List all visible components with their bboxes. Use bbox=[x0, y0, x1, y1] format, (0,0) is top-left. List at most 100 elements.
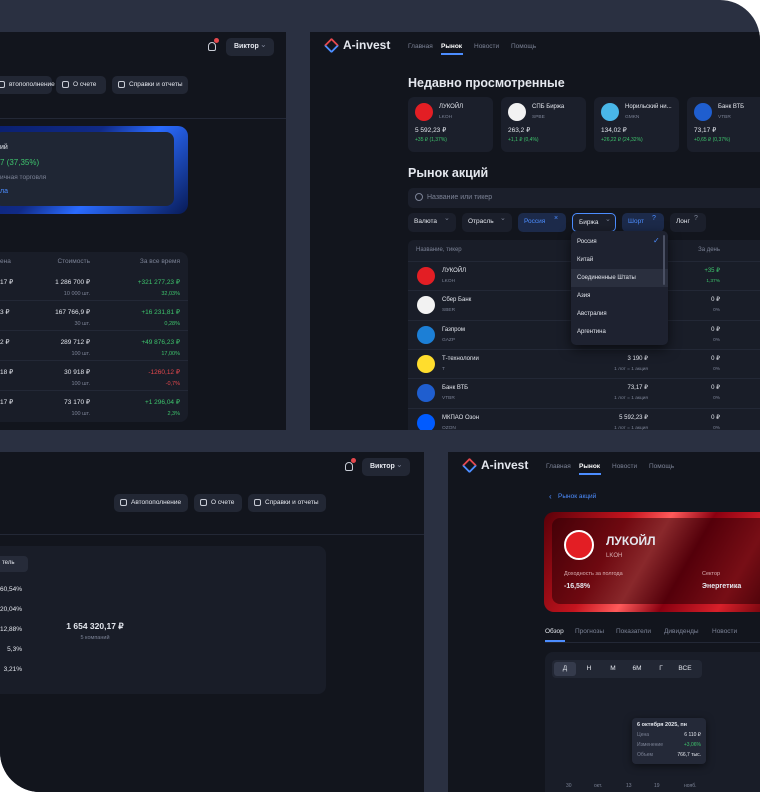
filter-chip[interactable]: Россия × bbox=[518, 213, 566, 232]
filter-chip[interactable]: Шорт? bbox=[622, 213, 664, 232]
nav-link[interactable]: Помощь bbox=[511, 43, 537, 50]
action-button[interactable]: втопополнение bbox=[0, 76, 55, 94]
market-panel: A-invest Главная Рынок Новости Помощь Недавно… bbox=[310, 32, 760, 430]
cell-day: +35 ₽ bbox=[704, 268, 720, 274]
period-button[interactable]: 6М bbox=[626, 662, 648, 676]
option-label: Азия bbox=[577, 293, 591, 299]
row-divider bbox=[408, 407, 760, 409]
period-label: Д bbox=[562, 665, 568, 672]
stock-tab[interactable]: Прогнозы bbox=[575, 628, 605, 635]
user-name: Виктор bbox=[234, 43, 259, 50]
filter-chip[interactable]: Лонг? bbox=[670, 213, 706, 232]
company-logo bbox=[508, 103, 526, 121]
search-icon bbox=[415, 193, 423, 201]
cell-price: 5 592,23 ₽ bbox=[619, 414, 648, 421]
cell-day: 0 ₽ bbox=[711, 355, 720, 362]
back-link[interactable]: ‹ bbox=[549, 492, 552, 501]
cell-gain: +321 277,23 ₽ bbox=[137, 279, 180, 286]
filter-icon: ⌄ bbox=[444, 215, 450, 222]
nav-link[interactable]: Главная bbox=[408, 43, 433, 50]
card-link[interactable]: ла bbox=[0, 188, 8, 195]
recent-card[interactable]: Банк ВТБ VTBR 73,17 ₽ +0,65 ₽ (0,37%) bbox=[687, 97, 760, 152]
dropdown-option[interactable]: Аргентина bbox=[571, 323, 668, 341]
filter-chip[interactable]: Отрасль ⌄ bbox=[462, 213, 512, 232]
tooltip-key: Объем bbox=[637, 752, 653, 758]
company-ticker: T bbox=[442, 366, 445, 372]
col-header: За день bbox=[698, 247, 720, 253]
col-header: Название, тикер bbox=[416, 247, 462, 253]
share-label: 5,3% bbox=[7, 646, 22, 653]
tooltip-value: 766,7 тыс. bbox=[677, 752, 701, 758]
period-button[interactable]: М bbox=[602, 662, 624, 676]
dropdown-option[interactable]: Азия bbox=[571, 287, 668, 305]
x-axis-label: 19 bbox=[654, 783, 660, 789]
filter-icon: ? bbox=[694, 215, 698, 222]
action-button[interactable]: Справки и отчеты bbox=[112, 76, 188, 94]
companies-count: 5 компаний bbox=[80, 635, 110, 641]
stock-tab[interactable]: Обзор bbox=[545, 628, 564, 635]
filter-label: Биржа bbox=[579, 219, 599, 226]
company-logo bbox=[694, 103, 712, 121]
user-menu[interactable]: Виктор ⌄ bbox=[362, 458, 410, 476]
recent-card[interactable]: ЛУКОЙЛ LKOH 5 592,23 ₽ +35 ₽ (1,37%) bbox=[408, 97, 493, 152]
option-label: Соединенные Штаты bbox=[577, 275, 636, 281]
option-label: Россия bbox=[577, 239, 597, 245]
filter-chip[interactable]: Валюта ⌄ bbox=[408, 213, 456, 232]
filter-chip[interactable]: Биржа ⌄ bbox=[572, 213, 616, 232]
stock-panel: A-invest Главная Рынок Новости Помощь ‹ Рынок … bbox=[448, 452, 760, 792]
search-input[interactable]: Название или тикер bbox=[408, 188, 760, 208]
dropdown-option[interactable]: Россия ✓ bbox=[571, 233, 668, 251]
period-button[interactable]: ВСЕ bbox=[674, 662, 696, 676]
recent-card[interactable]: СПБ Биржа SPBE 263,2 ₽ +1,1 ₽ (0,4%) bbox=[501, 97, 586, 152]
nav-link[interactable]: Новости bbox=[474, 43, 500, 50]
cell-gain-pct: 32,03% bbox=[161, 291, 180, 297]
cell-value: 30 918 ₽ bbox=[64, 369, 90, 376]
dropdown-option[interactable]: Соединенные Штаты bbox=[571, 269, 668, 287]
cell-qty: 100 шт. bbox=[71, 351, 90, 357]
action-button[interactable]: Справки и отчеты bbox=[248, 494, 326, 512]
period-button[interactable]: Д bbox=[554, 662, 576, 676]
company-ticker: VTBR bbox=[718, 115, 731, 120]
user-menu[interactable]: Виктор ⌄ bbox=[226, 38, 274, 56]
nav-link[interactable]: Новости bbox=[612, 463, 638, 470]
section-title: Недавно просмотренные bbox=[408, 76, 565, 90]
recent-card[interactable]: Норильский ни... GMKN 134,02 ₽ +26,22 ₽ (24… bbox=[594, 97, 679, 152]
portfolio-total: 1 654 320,17 ₽ bbox=[66, 621, 124, 631]
company-logo bbox=[417, 413, 435, 430]
price: 5 592,23 ₽ bbox=[415, 127, 447, 134]
company-logo bbox=[417, 384, 435, 403]
stock-tab[interactable]: Показатели bbox=[616, 628, 651, 635]
nav-link[interactable]: Помощь bbox=[649, 463, 675, 470]
cell-price: 3 ₽ bbox=[0, 309, 10, 316]
action-button[interactable]: Автопополнение bbox=[114, 494, 188, 512]
cell-price: 2 ₽ bbox=[0, 339, 10, 346]
cell-gain: +49 876,23 ₽ bbox=[141, 339, 180, 346]
company-name: СПБ Биржа bbox=[532, 104, 565, 110]
dropdown-option[interactable]: Австралия bbox=[571, 305, 668, 323]
nav-link[interactable]: Рынок bbox=[579, 463, 601, 470]
filter-icon: ⌄ bbox=[500, 215, 506, 222]
stock-tab[interactable]: Новости bbox=[712, 628, 738, 635]
bell-icon[interactable] bbox=[345, 462, 353, 471]
cell-day: 0 ₽ bbox=[711, 414, 720, 421]
cell-price: 18 ₽ bbox=[0, 369, 14, 376]
period-button[interactable]: Г bbox=[650, 662, 672, 676]
filter-label: Лонг bbox=[676, 218, 690, 225]
cell-gain: +1 296,04 ₽ bbox=[144, 399, 180, 406]
tab[interactable]: тель bbox=[0, 556, 28, 572]
back-link-label[interactable]: Рынок акций bbox=[558, 493, 597, 500]
action-button[interactable]: О счете bbox=[194, 494, 242, 512]
x-axis-label: окт. bbox=[594, 783, 603, 789]
share-label: 12,88% bbox=[0, 626, 22, 633]
nav-link[interactable]: Рынок bbox=[441, 43, 463, 50]
company-name: Газпром bbox=[442, 326, 465, 333]
nav-link[interactable]: Главная bbox=[546, 463, 571, 470]
change: +0,65 ₽ (0,37%) bbox=[694, 137, 731, 143]
bell-icon[interactable] bbox=[208, 42, 216, 51]
action-button[interactable]: О счете bbox=[56, 76, 106, 94]
period-button[interactable]: Н bbox=[578, 662, 600, 676]
col-header: Стоимость bbox=[57, 258, 90, 265]
change: +35 ₽ (1,37%) bbox=[415, 137, 447, 143]
dropdown-option[interactable]: Китай bbox=[571, 251, 668, 269]
stock-tab[interactable]: Дивиденды bbox=[664, 628, 699, 635]
